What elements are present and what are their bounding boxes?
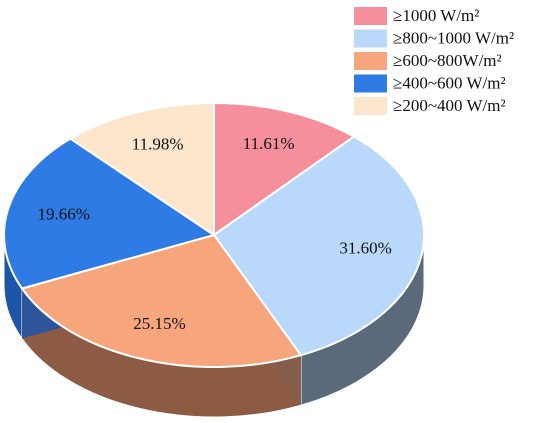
slice-labels: 11.61% 31.60% 25.15% 19.66% 11.98%: [38, 134, 392, 333]
slice-label-1: 31.60%: [339, 238, 391, 257]
legend-label-1: ≥800~1000 W/m²: [393, 28, 514, 47]
slice-label-0: 11.61%: [243, 134, 295, 153]
legend-label-2: ≥600~800W/m²: [393, 51, 502, 70]
legend-swatch-3: [354, 74, 387, 93]
legend-label-3: ≥400~600 W/m²: [393, 73, 506, 92]
slice-label-2: 25.15%: [133, 314, 185, 333]
pie-tops: [3, 102, 425, 368]
pie-slice-2: [21, 234, 302, 368]
legend-label-4: ≥200~400 W/m²: [393, 96, 506, 115]
legend-swatch-4: [354, 97, 387, 115]
legend-label-0: ≥1000 W/m²: [393, 6, 479, 25]
legend-swatch-1: [354, 29, 387, 48]
slice-label-4: 11.98%: [132, 134, 184, 153]
pie-slice-0: [213, 102, 355, 236]
pie-slice-4: [69, 102, 215, 236]
legend-swatch-2: [354, 52, 387, 70]
pie-slice-3: [3, 137, 215, 290]
slice-label-3: 19.66%: [38, 205, 90, 224]
legend: ≥1000 W/m² ≥800~1000 W/m² ≥600~800W/m² ≥400…: [354, 6, 514, 115]
legend-swatch-0: [354, 7, 387, 25]
pie-slice-1: [213, 135, 425, 357]
